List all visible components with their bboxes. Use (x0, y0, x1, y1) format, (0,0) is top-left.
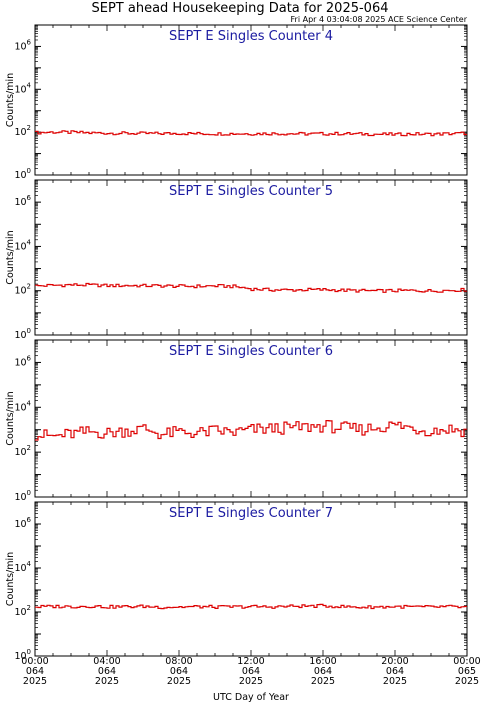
y-tick-exponent: 0 (27, 648, 31, 656)
x-tick-label-year: 2025 (167, 676, 191, 687)
x-tick-label-time: 20:00 (381, 656, 408, 667)
figure-subtitle: Fri Apr 4 03:04:08 2025 ACE Science Cent… (291, 15, 468, 24)
y-axis-label: Counts/min (5, 230, 16, 284)
y-tick-exponent: 0 (27, 167, 31, 175)
panel-frame (34, 179, 468, 336)
chart-panel-1: SEPT E Singles Counter 4 Counts/min 100 102… (5, 24, 468, 181)
x-tick-label-day: 064 (386, 666, 404, 677)
y-tick-label: 102 (14, 124, 31, 138)
x-tick-label-time: 04:00 (93, 656, 120, 667)
y-tick-label: 106 (14, 516, 31, 530)
y-tick-exponent: 2 (27, 283, 31, 291)
x-tick-label-day: 064 (314, 666, 332, 677)
y-tick-exponent: 4 (27, 81, 32, 89)
y-tick-label: 106 (14, 354, 31, 368)
chart-panel-3: SEPT E Singles Counter 6 Counts/min 100 102… (5, 339, 468, 503)
y-tick-label: 102 (14, 283, 31, 297)
series-line (35, 420, 467, 441)
y-tick-label: 102 (14, 604, 31, 618)
y-tick-exponent: 6 (27, 194, 32, 202)
y-tick-exponent: 6 (27, 354, 32, 362)
y-tick-label: 104 (14, 81, 31, 95)
x-tick-label-day: 064 (26, 666, 44, 677)
y-tick-exponent: 6 (27, 516, 32, 524)
y-tick-exponent: 2 (27, 604, 31, 612)
y-tick-label: 106 (14, 194, 31, 208)
y-tick-exponent: 4 (27, 560, 32, 568)
x-axis-title: UTC Day of Year (213, 692, 289, 703)
y-tick-label: 102 (14, 444, 31, 458)
y-axis-label: Counts/min (5, 73, 16, 127)
series-line (35, 282, 467, 293)
x-tick-label-year: 2025 (95, 676, 119, 687)
x-tick-label-day: 064 (98, 666, 116, 677)
chart-panel-2: SEPT E Singles Counter 5 Counts/min 100 102… (5, 179, 468, 341)
y-tick-label: 104 (14, 399, 31, 413)
y-tick-exponent: 2 (27, 444, 31, 452)
chart-panel-4: SEPT E Singles Counter 7Counts/min100102… (5, 501, 468, 662)
y-tick-label: 104 (14, 238, 31, 252)
x-tick-label-year: 2025 (383, 676, 407, 687)
figure-title: SEPT ahead Housekeeping Data for 2025-06… (92, 1, 389, 16)
panels-group: SEPT E Singles Counter 4 Counts/min 100 102… (5, 24, 468, 662)
x-tick-label-day: 065 (458, 666, 476, 677)
y-tick-label: 104 (14, 560, 31, 574)
panel-title: SEPT E Singles Counter 5 (169, 184, 333, 199)
series-line (35, 130, 467, 137)
y-axis-label: Counts/min (5, 391, 16, 445)
y-tick-exponent: 4 (27, 399, 32, 407)
panel-title: SEPT E Singles Counter 7 (169, 506, 333, 521)
panel-frame (34, 339, 468, 498)
y-tick-exponent: 4 (27, 238, 32, 246)
x-tick-label-year: 2025 (23, 676, 47, 687)
y-tick-exponent: 2 (27, 124, 31, 132)
x-tick-label-year: 2025 (311, 676, 335, 687)
x-tick-label-time: 00:00 (453, 656, 480, 667)
panel-title: SEPT E Singles Counter 4 (169, 29, 333, 44)
series-line (35, 603, 467, 610)
x-tick-label-time: 00:00 (21, 656, 48, 667)
y-tick-label: 100 (14, 167, 31, 181)
y-tick-exponent: 0 (27, 489, 31, 497)
x-tick-label-day: 064 (242, 666, 260, 677)
y-tick-label: 100 (14, 327, 31, 341)
panel-frame (34, 24, 468, 176)
x-tick-label-day: 064 (170, 666, 188, 677)
y-tick-label: 106 (14, 38, 31, 52)
panel-title: SEPT E Singles Counter 6 (169, 344, 333, 359)
x-axis-labels: 00:00064202504:00064202508:00064202512:0… (21, 656, 480, 687)
y-axis-label: Counts/min (5, 552, 16, 606)
y-tick-label: 100 (14, 489, 31, 503)
x-tick-label-year: 2025 (455, 676, 479, 687)
y-tick-exponent: 0 (27, 327, 31, 335)
x-tick-label-time: 12:00 (237, 656, 264, 667)
x-tick-label-year: 2025 (239, 676, 263, 687)
y-tick-exponent: 6 (27, 38, 32, 46)
x-tick-label-time: 16:00 (309, 656, 336, 667)
panel-frame (34, 501, 468, 657)
x-tick-label-time: 08:00 (165, 656, 192, 667)
